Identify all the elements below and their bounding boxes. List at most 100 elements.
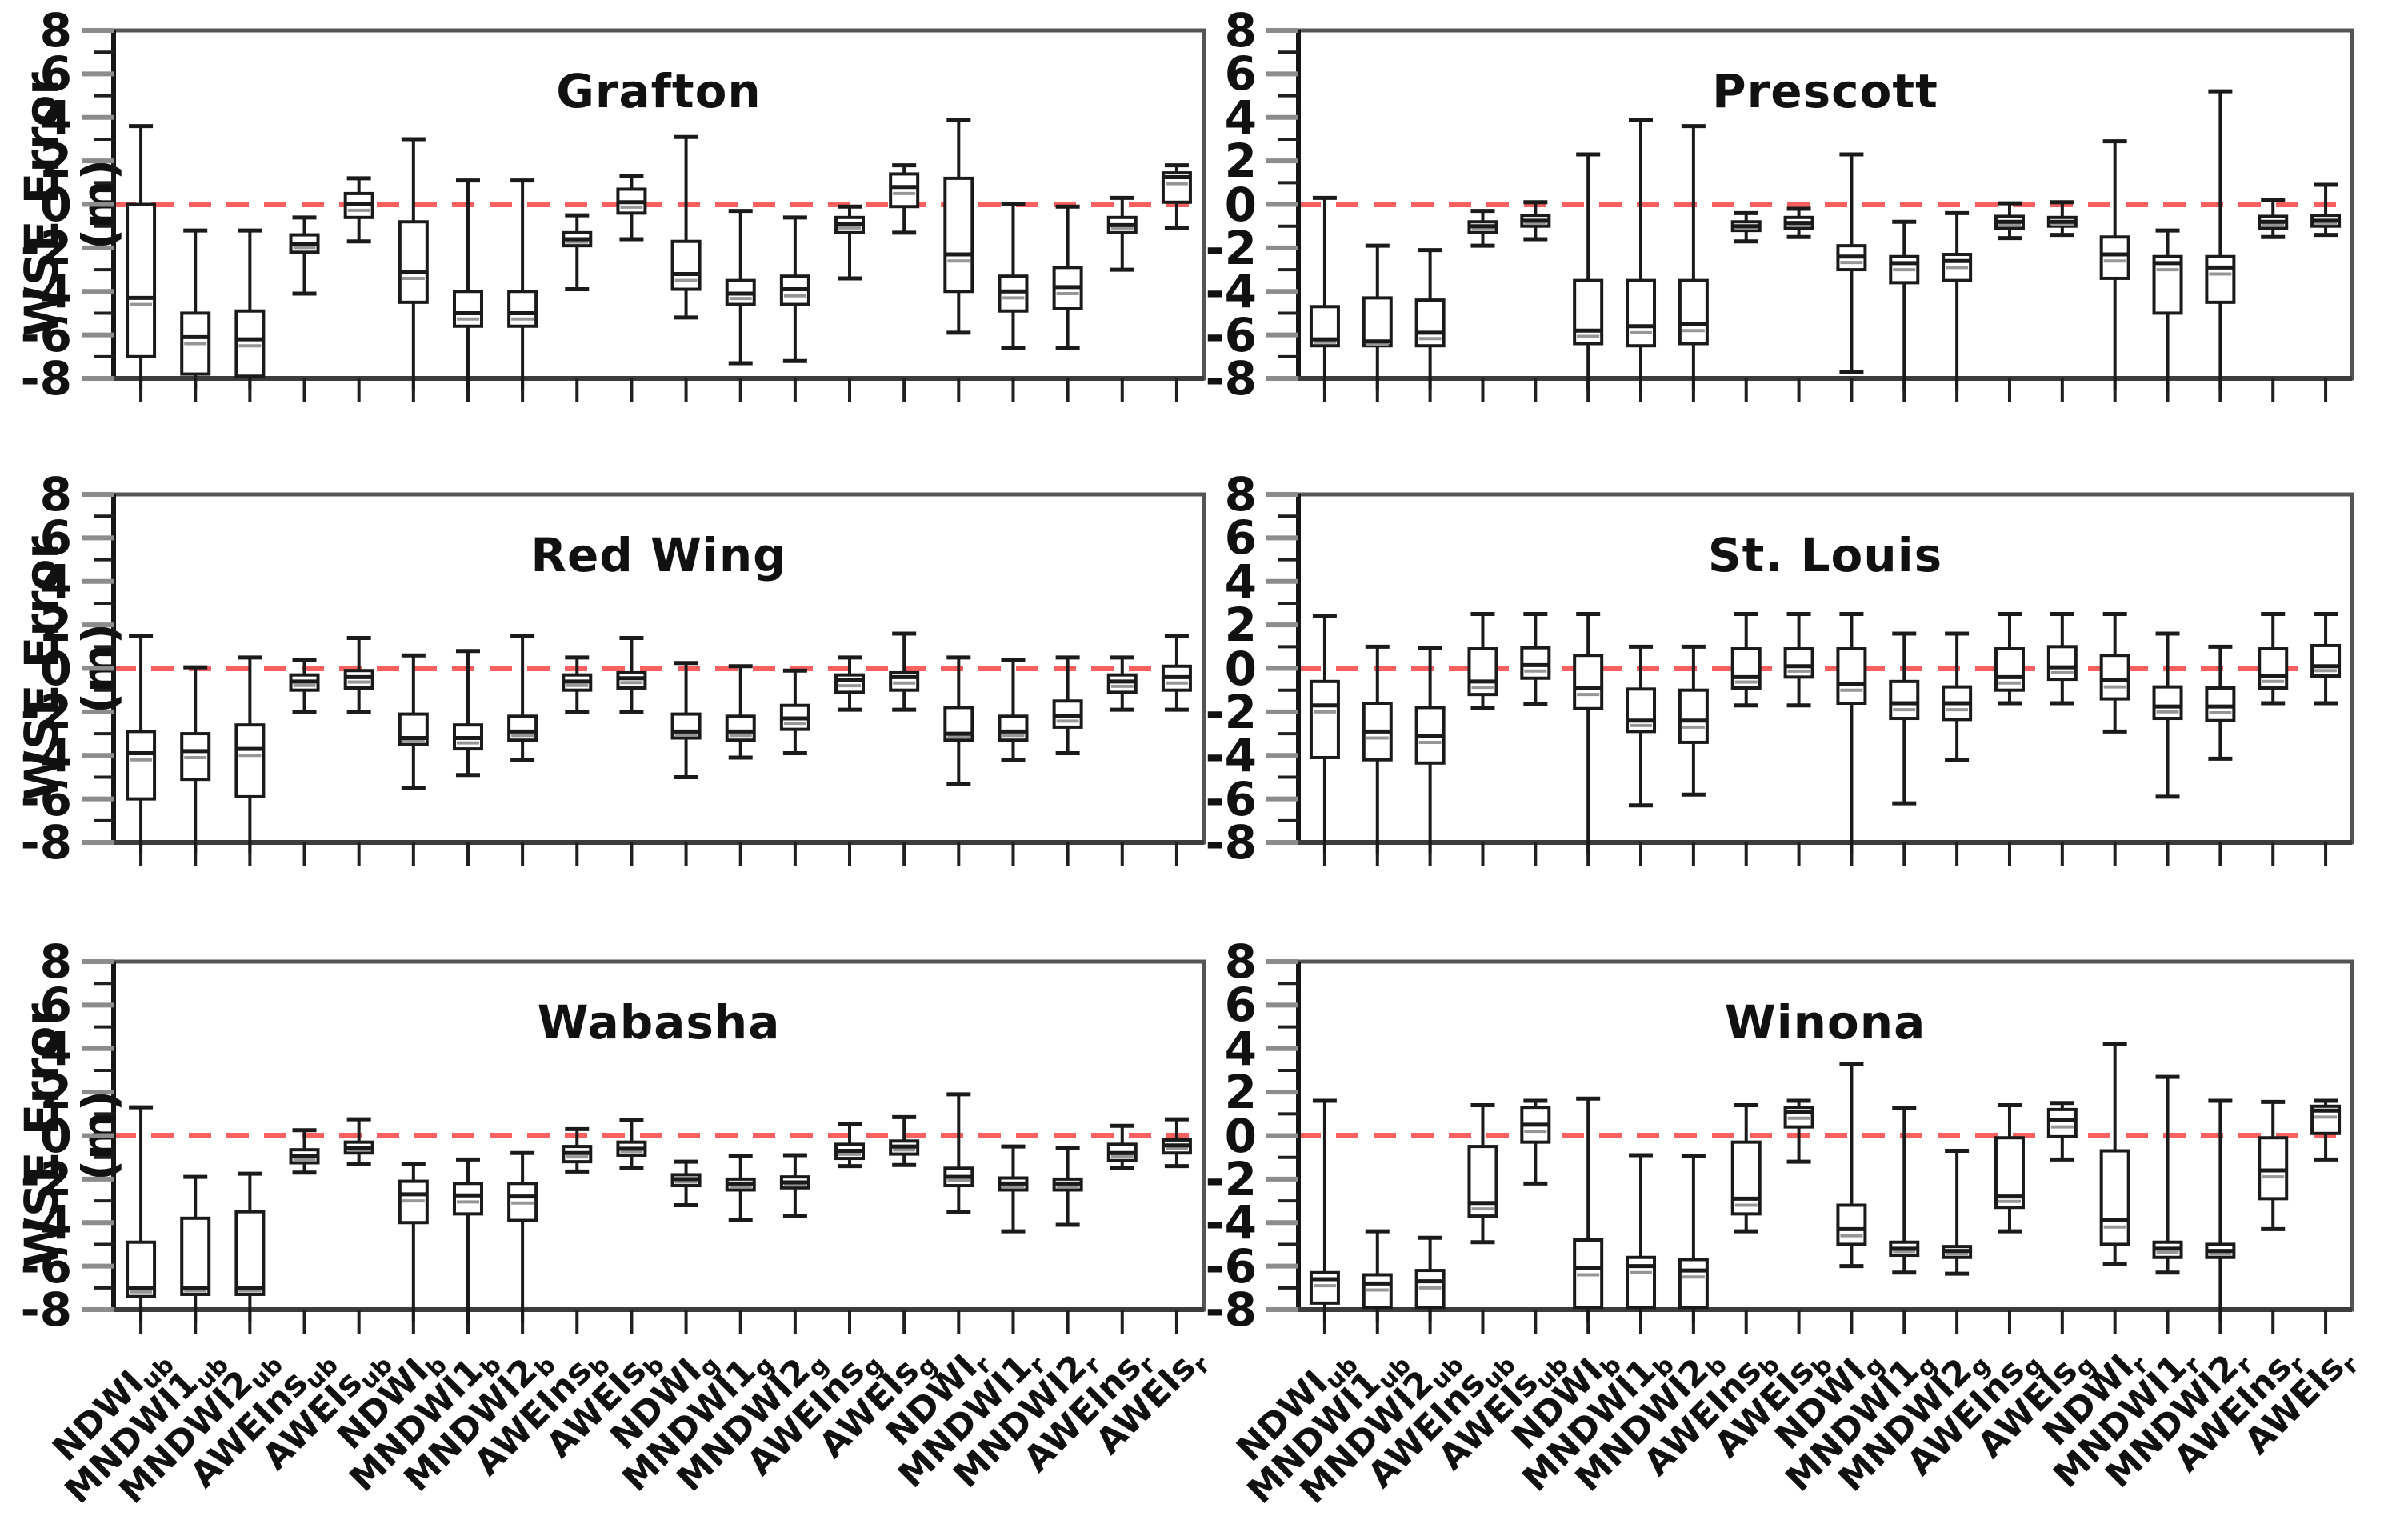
box-whisker-aweins-g [1994,201,2025,241]
y-tick-label: 0 [1224,1108,1257,1163]
boxplot-panel-grafton [82,28,1206,402]
box-whisker-aweins-b [562,655,593,714]
y-tick-label: -6 [20,1238,72,1294]
box-whisker-aweins-ub [1467,209,1498,248]
y-tick-label: 2 [39,1065,72,1120]
box-whisker-ndwi-g [1836,1062,1867,1269]
box-whisker-mndwi2-ub [1414,646,1446,854]
box-whisker-aweis-ub [343,1117,374,1166]
y-tick-label: -4 [20,1195,72,1250]
box-whisker-mndwi1-g [725,1154,756,1223]
y-tick-label: 8 [39,934,72,989]
box-whisker-ndwi-r [2099,612,2130,734]
box-whisker-aweins-g [1994,612,2025,706]
box-whisker-ndwi-ub [126,124,157,390]
y-tick-label: 2 [1224,134,1257,189]
box-whisker-mndwi1-g [725,209,756,366]
box-whisker-mndwi2-ub [234,228,266,390]
box-whisker-aweins-r [2258,198,2289,239]
y-tick-label: -8 [1205,815,1257,870]
box-whisker-mndwi1-g [1889,631,1920,806]
panel-title-grafton: Grafton [556,64,762,118]
box-whisker-aweins-g [834,204,866,281]
box-whisker-ndwi-ub [1309,195,1340,390]
box-whisker-ndwi-ub [1309,1098,1340,1322]
box-whisker-mndwi1-b [1626,117,1657,390]
y-tick-label: -2 [20,1151,72,1206]
y-tick-label: 0 [39,641,72,696]
box-whisker-aweins-b [562,1126,593,1174]
y-tick-label: 6 [39,46,72,102]
y-tick-label: 6 [1224,46,1257,102]
box-whisker-mndwi2-g [779,1153,810,1218]
box-whisker-mndwi2-b [1678,124,1709,390]
y-tick-label: -2 [1205,220,1257,275]
y-tick-label: -4 [1205,1195,1257,1250]
y-tick-label: -8 [1205,1282,1257,1337]
box-whisker-mndwi1-g [1889,219,1920,390]
y-tick-label: 0 [1224,641,1257,696]
y-tick-label: -4 [1205,264,1257,319]
box-whisker-mndwi2-b [507,1150,538,1322]
box-whisker-aweis-g [889,163,920,235]
y-tick-label: -4 [20,728,72,783]
panel-title-redwing: Red Wing [530,528,787,582]
box-whisker-aweis-r [1161,634,1192,712]
y-tick-label: -8 [20,815,72,870]
box-whisker-mndwi1-ub [1362,1229,1393,1322]
box-whisker-ndwi-b [1573,612,1604,854]
y-tick-label: -6 [20,771,72,826]
box-whisker-mndwi2-g [1942,210,1973,390]
box-whisker-aweis-g [889,631,920,712]
box-whisker-aweins-r [1106,655,1138,712]
box-whisker-aweins-b [1730,612,1762,708]
box-whisker-aweins-ub [1467,612,1498,710]
y-tick-label: -6 [1205,1238,1257,1294]
box-whisker-mndwi1-b [1626,644,1657,808]
box-whisker-ndwi-ub [1309,614,1340,854]
box-whisker-ndwi-g [1836,152,1867,374]
y-tick-label: 0 [39,1108,72,1163]
box-whisker-mndwi2-r [1052,655,1083,756]
boxplot-panel-winona [1266,959,2354,1334]
box-whisker-mndwi1-ub [180,228,211,390]
box-whisker-ndwi-r [2099,1042,2130,1266]
y-tick-label: 2 [39,598,72,653]
box-whisker-mndwi2-ub [1414,248,1446,390]
box-whisker-mndwi1-ub [180,1174,211,1322]
boxplot-panel-red-wing [82,492,1206,866]
box-whisker-aweins-ub [1467,1102,1498,1245]
box-whisker-mndwi2-ub [234,655,266,854]
box-whisker-aweis-r [1161,1117,1192,1169]
y-tick-label: 8 [39,467,72,522]
box-whisker-ndwi-b [1573,152,1604,390]
y-tick-label: 2 [39,134,72,189]
box-whisker-aweis-b [1783,206,1814,239]
box-whisker-mndwi2-ub [1414,1235,1446,1322]
box-whisker-aweis-g [889,1114,920,1167]
y-tick-label: 6 [1224,510,1257,566]
y-tick-label: 6 [39,510,72,566]
y-tick-label: -2 [1205,1151,1257,1206]
box-whisker-aweis-r [2310,182,2342,238]
boxplot-panel-wabasha [82,959,1206,1334]
y-tick-label: -8 [1205,351,1257,406]
box-whisker-aweins-ub [289,658,320,714]
box-whisker-aweins-r [2258,1099,2289,1231]
box-whisker-aweis-ub [343,176,374,244]
box-whisker-mndwi2-g [779,215,810,363]
y-tick-label: -6 [1205,771,1257,826]
y-tick-label: -8 [20,351,72,406]
box-whisker-aweis-g [2046,612,2078,706]
box-whisker-aweis-g [2046,1101,2078,1162]
box-whisker-aweis-b [616,1118,647,1170]
box-whisker-mndwi2-r [2205,1098,2236,1322]
box-whisker-mndwi2-r [2205,644,2236,761]
box-whisker-ndwi-b [398,1162,429,1322]
box-whisker-mndwi1-b [452,649,483,778]
y-tick-label: 4 [1224,90,1257,145]
boxplot-panel-prescott [1266,28,2354,402]
box-whisker-ndwi-g [670,661,702,779]
box-whisker-aweins-ub [289,1128,320,1175]
box-whisker-mndwi1-ub [1362,644,1393,854]
